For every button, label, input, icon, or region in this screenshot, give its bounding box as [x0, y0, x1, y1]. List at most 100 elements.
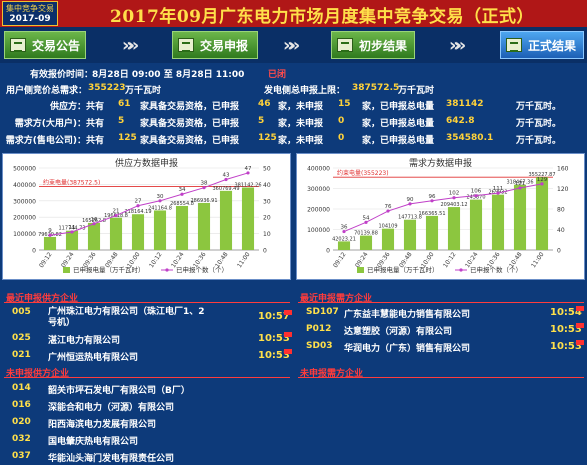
page-title: 2017年09月广东电力市场月度集中竞争交易（正式）	[110, 7, 534, 27]
bar-value-label: 241164.8	[148, 205, 172, 211]
document-icon	[10, 38, 26, 52]
bar	[153, 210, 167, 250]
bar	[241, 187, 255, 250]
bar	[87, 222, 101, 250]
user-demand-value: 355223	[88, 83, 126, 93]
new-badge-icon	[576, 306, 584, 311]
count-point	[70, 230, 74, 234]
count-point	[518, 186, 522, 190]
count-value-label: 47	[245, 166, 252, 172]
y2-tick-label: 120	[557, 186, 569, 193]
party-row-declared: 125	[258, 133, 277, 143]
company-code: 021	[12, 350, 31, 360]
y2-tick-label: 20	[263, 215, 271, 222]
recent-supply-title: 最近申报供方企业	[6, 294, 79, 304]
bar-value-label: 355227.87	[528, 172, 555, 178]
party-row: 供应方：共有 61 家具备交易资格，已申报 46 家，未申报 15 家，已申报总电量 3811…	[0, 99, 587, 112]
company-name: 广州珠江电力有限公司（珠江电厂1、2号机）	[48, 307, 205, 328]
count-value-label: 106	[471, 189, 482, 195]
list-item[interactable]: 025 湛江电力有限公司 10:53	[12, 332, 292, 350]
nav-preliminary-label: 初步结果	[359, 38, 408, 53]
y-tick-label: 400000	[13, 182, 36, 189]
bar-value-label: 245870	[466, 195, 485, 201]
party-row-party: 需求方(大用户)：共有	[14, 119, 104, 129]
legend-line-label: 已申报个数（个）	[470, 265, 522, 274]
reference-label: 约束电量(387572.5)	[43, 178, 100, 186]
list-item[interactable]: 020 阳西海滨电力发展有限公司	[12, 417, 292, 434]
bar-value-label: 42023.21	[332, 236, 356, 242]
count-point	[386, 209, 390, 213]
company-name: 深能合和电力（河源）有限公司	[48, 403, 175, 413]
list-item[interactable]: SD03 华润电力（广东）销售有限公司 10:53	[306, 340, 586, 358]
reference-label: 约束电量(355223)	[337, 169, 389, 177]
bar	[197, 202, 211, 250]
divider	[298, 377, 584, 378]
party-row-undeclared: 15	[338, 99, 351, 109]
declare-time: 10:54	[550, 307, 582, 318]
party-row-mid2: 家，未申报	[278, 136, 324, 146]
company-name: 湛江电力有限公司	[48, 336, 121, 346]
y2-tick-label: 0	[557, 248, 561, 255]
badge-date: 2017-09	[9, 14, 51, 24]
bar	[535, 177, 549, 250]
y2-tick-label: 40	[263, 182, 271, 189]
list-item[interactable]: SD107 广东益丰慧能电力销售有限公司 10:54	[306, 306, 586, 324]
header-bar: 集中竞争交易 2017-09 2017年09月广东电力市场月度集中竞争交易（正式…	[0, 0, 587, 27]
list-item[interactable]: 037 华能汕头海门发电有限责任公司	[12, 451, 292, 465]
y2-tick-label: 80	[557, 207, 565, 214]
y2-tick-label: 10	[263, 231, 271, 238]
nav-final-label: 正式结果	[528, 38, 577, 53]
x-tick-label: 11:00	[236, 251, 252, 269]
company-code: 020	[12, 417, 31, 427]
count-point	[114, 213, 118, 218]
y2-tick-label: 50	[263, 166, 271, 173]
bar	[469, 199, 483, 250]
bar	[65, 230, 79, 250]
divider	[298, 302, 584, 303]
company-name: 韶关市坪石发电厂有限公司（B厂）	[48, 386, 190, 396]
party-row-mid2: 家，未申报	[278, 102, 324, 112]
nav-final-result-button[interactable]: 正式结果	[500, 31, 584, 59]
party-row-declared: 5	[258, 116, 265, 126]
party-row-undeclared: 0	[338, 133, 345, 143]
new-badge-icon	[284, 349, 292, 354]
company-code: SD03	[306, 341, 333, 351]
count-value-label: 34	[179, 187, 186, 193]
period-label: 有效报价时间：	[30, 70, 94, 80]
user-demand-label: 用户侧竞价总需求：	[6, 86, 88, 96]
x-tick-label: 10:12	[148, 251, 164, 269]
declare-time: 10:57	[258, 311, 290, 322]
badge-title: 集中竞争交易	[6, 4, 54, 13]
list-item[interactable]: 014 韶关市坪石发电厂有限公司（B厂）	[12, 383, 292, 400]
company-code: 016	[12, 400, 31, 410]
divider	[4, 302, 290, 303]
list-item[interactable]: P012 达意塑胶（河源）有限公司 10:53	[306, 323, 586, 341]
bar-value-label: 218164.19	[124, 209, 151, 215]
bar-value-label: 286936.91	[190, 198, 217, 204]
y-tick-label: 0	[32, 248, 36, 255]
company-name: 华能汕头海门发电有限责任公司	[48, 454, 175, 464]
nav-preliminary-result-button[interactable]: 初步结果	[331, 31, 415, 59]
period-value: 8月28日 09:00 至 8月28日 11:00	[92, 70, 245, 80]
step-navigation: 交易公告 »» 交易申报 »» 初步结果 »» 正式结果	[0, 27, 587, 63]
y-tick-label: 400000	[307, 166, 330, 173]
list-item[interactable]: 032 国电肇庆热电有限公司	[12, 434, 292, 451]
bar-value-label: 104109	[378, 224, 397, 230]
bar-value-label: 360769.49	[212, 186, 239, 192]
list-item[interactable]: 016 深能合和电力（河源）有限公司	[12, 400, 292, 417]
declare-time: 10:53	[550, 324, 582, 335]
bar-value-label: 70139.88	[354, 231, 378, 237]
nav-declaration-button[interactable]: 交易申报	[172, 31, 258, 59]
legend-line-marker	[459, 268, 463, 272]
count-value-label: 54	[363, 215, 370, 221]
bar	[43, 236, 57, 250]
count-point	[496, 191, 500, 195]
list-item[interactable]: 021 广州恒运热电有限公司 10:53	[12, 349, 292, 367]
bar-value-label: 147713.8	[398, 215, 422, 221]
party-row-mid1: 家具备交易资格，已申报	[140, 136, 240, 146]
list-item[interactable]: 005 广州珠江电力有限公司（珠江电厂1、2号机） 10:57	[12, 307, 292, 333]
bar	[359, 235, 373, 250]
declare-time: 10:53	[258, 350, 290, 361]
new-badge-icon	[576, 323, 584, 328]
nav-announcement-button[interactable]: 交易公告	[4, 31, 86, 59]
